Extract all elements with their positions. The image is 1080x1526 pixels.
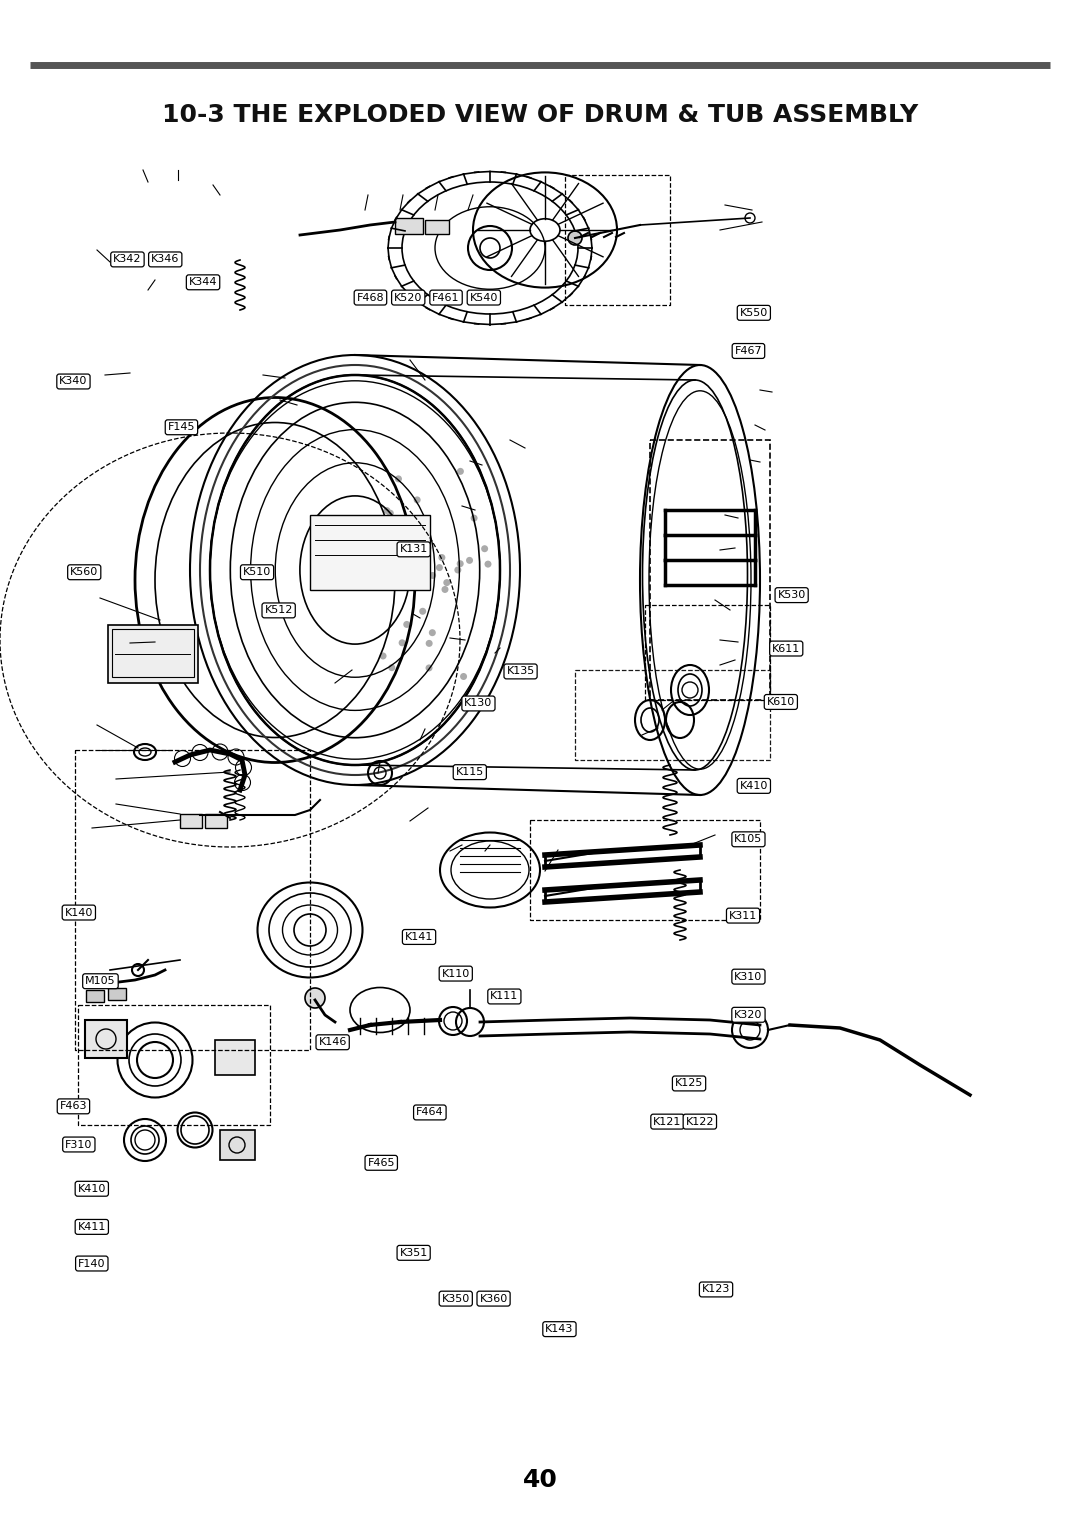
Circle shape <box>396 530 404 536</box>
Circle shape <box>424 545 432 551</box>
Text: K550: K550 <box>740 308 768 317</box>
Circle shape <box>457 468 464 475</box>
Bar <box>108 987 126 1000</box>
Circle shape <box>305 987 325 1009</box>
Text: K344: K344 <box>189 278 217 287</box>
Text: K146: K146 <box>319 1038 347 1047</box>
Text: K346: K346 <box>151 255 179 264</box>
Text: K351: K351 <box>400 1248 428 1257</box>
Circle shape <box>383 507 391 514</box>
Circle shape <box>426 639 433 647</box>
Text: K135: K135 <box>507 667 535 676</box>
Text: K143: K143 <box>545 1325 573 1334</box>
Text: F463: F463 <box>59 1102 87 1111</box>
Circle shape <box>426 664 432 671</box>
Text: 10-3 THE EXPLODED VIEW OF DRUM & TUB ASSEMBLY: 10-3 THE EXPLODED VIEW OF DRUM & TUB ASS… <box>162 102 918 127</box>
Bar <box>310 514 430 591</box>
Text: K611: K611 <box>772 644 800 653</box>
Text: F145: F145 <box>167 423 195 432</box>
Text: K125: K125 <box>675 1079 703 1088</box>
Circle shape <box>419 607 427 615</box>
Circle shape <box>460 673 467 681</box>
Text: K520: K520 <box>394 293 422 302</box>
Circle shape <box>416 522 422 530</box>
Circle shape <box>481 545 488 552</box>
Bar <box>205 813 227 829</box>
Circle shape <box>379 546 386 552</box>
Text: K310: K310 <box>734 972 762 981</box>
Circle shape <box>379 653 387 659</box>
Circle shape <box>443 578 450 586</box>
Circle shape <box>442 586 448 594</box>
Text: K122: K122 <box>686 1117 714 1126</box>
Text: K121: K121 <box>653 1117 681 1126</box>
Circle shape <box>429 629 436 636</box>
Bar <box>85 1019 127 1058</box>
Text: K141: K141 <box>405 932 433 942</box>
Text: K320: K320 <box>734 1010 762 1019</box>
Bar <box>650 439 770 700</box>
Bar <box>180 813 202 829</box>
Text: K340: K340 <box>59 377 87 386</box>
Text: K140: K140 <box>65 908 93 917</box>
Text: K560: K560 <box>70 568 98 577</box>
Circle shape <box>416 526 423 533</box>
Bar <box>220 1129 255 1160</box>
Text: K410: K410 <box>740 781 768 790</box>
Circle shape <box>457 560 463 568</box>
Circle shape <box>429 572 436 578</box>
Text: K110: K110 <box>442 969 470 978</box>
Bar <box>86 990 104 1003</box>
Text: F467: F467 <box>734 346 762 356</box>
Text: F464: F464 <box>416 1108 444 1117</box>
Text: F468: F468 <box>356 293 384 302</box>
Text: K342: K342 <box>113 255 141 264</box>
Text: K105: K105 <box>734 835 762 844</box>
Text: 40: 40 <box>523 1468 557 1492</box>
Bar <box>215 1041 255 1074</box>
Text: K540: K540 <box>470 293 498 302</box>
Circle shape <box>379 531 386 537</box>
Circle shape <box>438 554 445 562</box>
Text: K411: K411 <box>78 1222 106 1231</box>
Text: F140: F140 <box>78 1259 106 1268</box>
Text: K360: K360 <box>480 1294 508 1303</box>
Text: K610: K610 <box>767 697 795 707</box>
Text: K512: K512 <box>265 606 293 615</box>
Circle shape <box>455 566 461 574</box>
Text: K530: K530 <box>778 591 806 600</box>
Text: K123: K123 <box>702 1285 730 1294</box>
Bar <box>108 626 198 684</box>
Text: M105: M105 <box>85 977 116 986</box>
Circle shape <box>414 496 421 504</box>
Text: K111: K111 <box>490 992 518 1001</box>
Circle shape <box>467 557 473 565</box>
Circle shape <box>471 514 477 522</box>
Bar <box>112 629 194 678</box>
Text: K410: K410 <box>78 1184 106 1193</box>
Circle shape <box>392 517 399 523</box>
Circle shape <box>389 664 395 671</box>
Circle shape <box>403 621 410 627</box>
Text: K350: K350 <box>442 1294 470 1303</box>
Text: F465: F465 <box>367 1158 395 1167</box>
Circle shape <box>568 230 582 246</box>
Text: K115: K115 <box>456 768 484 777</box>
Circle shape <box>399 639 406 647</box>
Circle shape <box>485 560 491 568</box>
Text: F461: F461 <box>432 293 460 302</box>
Bar <box>426 220 449 233</box>
Circle shape <box>383 572 390 580</box>
Text: K311: K311 <box>729 911 757 920</box>
Text: K510: K510 <box>243 568 271 577</box>
Text: K131: K131 <box>400 545 428 554</box>
Circle shape <box>395 476 402 482</box>
Circle shape <box>387 510 394 517</box>
Text: K130: K130 <box>464 699 492 708</box>
Circle shape <box>436 565 443 571</box>
Bar <box>395 218 423 233</box>
Text: F310: F310 <box>65 1140 93 1149</box>
